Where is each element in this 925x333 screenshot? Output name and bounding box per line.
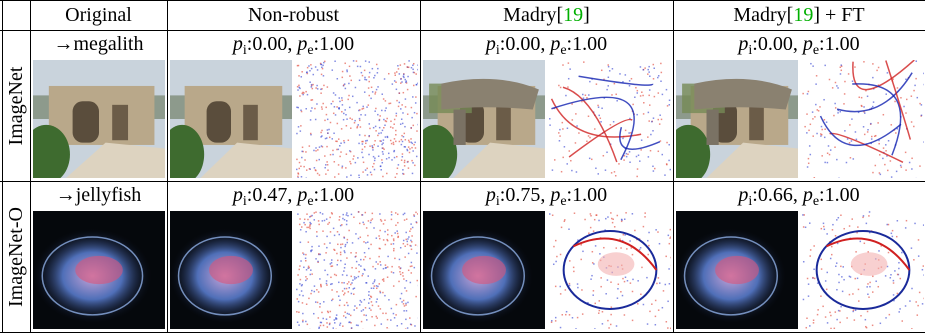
rule [673, 0, 674, 333]
image [423, 211, 545, 329]
row-label: ImageNet-O [5, 206, 27, 307]
image [549, 211, 671, 329]
image-content [296, 211, 418, 329]
column-header: Madry[19] [420, 2, 673, 28]
rule [2, 0, 3, 333]
header-text: Original [65, 4, 132, 26]
subscript: e [812, 194, 820, 209]
image [802, 60, 924, 178]
rule [0, 0, 925, 1]
image-content [33, 211, 165, 329]
value: :1.00 [819, 184, 860, 206]
image [170, 60, 292, 178]
subscript: i [748, 194, 753, 209]
value: :1.00 [313, 33, 355, 55]
score-label: pi:0.47, pe:1.00 [167, 182, 420, 215]
image-content [33, 60, 165, 178]
image [170, 211, 292, 329]
score-label: pi:0.00, pe:1.00 [673, 31, 925, 64]
score-label: pi:0.75, pe:1.00 [420, 182, 673, 215]
subscript: e [307, 43, 314, 58]
image-content [802, 60, 924, 178]
symbol: p [232, 33, 243, 55]
symbol: p [802, 33, 813, 55]
value: :1.00 [819, 33, 860, 55]
image-content [296, 60, 418, 178]
target-label: →megalith [53, 33, 144, 55]
value: :1.00 [313, 184, 355, 206]
image [423, 60, 545, 178]
subscript: i [242, 194, 247, 209]
value: :0.00, [246, 33, 298, 55]
image-content [549, 60, 671, 178]
image [296, 60, 418, 178]
image [33, 60, 165, 178]
subscript: e [307, 194, 314, 209]
symbol: p [485, 33, 496, 55]
header-text: Non-robust [247, 4, 340, 26]
image [676, 211, 798, 329]
subscript: i [495, 43, 500, 58]
image-content [423, 211, 545, 329]
value: :0.66, [752, 184, 803, 206]
value: :0.75, [499, 184, 551, 206]
symbol: p [802, 184, 813, 206]
rule [30, 0, 31, 333]
value: :1.00 [566, 33, 608, 55]
target-label: →jellyfish [55, 184, 142, 206]
symbol: p [738, 33, 749, 55]
image [33, 211, 165, 329]
image [296, 211, 418, 329]
header-text: ] + FT [813, 4, 865, 26]
symbol: p [550, 33, 561, 55]
subscript: e [812, 43, 820, 58]
image-content [676, 60, 798, 178]
value: :1.00 [566, 184, 608, 206]
image [802, 211, 924, 329]
score-label: pi:0.00, pe:1.00 [420, 31, 673, 64]
subscript: e [560, 43, 567, 58]
citation: 19 [793, 4, 814, 26]
rule [0, 181, 925, 182]
citation: 19 [563, 4, 584, 26]
image-content [170, 211, 292, 329]
score-label: pi:0.66, pe:1.00 [673, 182, 925, 215]
subscript: i [748, 43, 753, 58]
column-header: Original [30, 2, 167, 28]
header-text: Madry[ [733, 4, 794, 26]
image-content [802, 211, 924, 329]
value: :0.00, [752, 33, 803, 55]
value: :0.47, [246, 184, 298, 206]
subscript: i [242, 43, 247, 58]
rule [167, 0, 168, 333]
symbol: p [738, 184, 749, 206]
rule [420, 0, 421, 333]
value: :0.00, [499, 33, 551, 55]
image [676, 60, 798, 178]
image-content [170, 60, 292, 178]
header-text: ] [583, 4, 590, 26]
symbol: p [297, 33, 308, 55]
column-header: Madry[19] + FT [673, 2, 925, 28]
score-label: pi:0.00, pe:1.00 [167, 31, 420, 64]
symbol: p [550, 184, 561, 206]
row-label: ImageNet [5, 66, 27, 145]
rule [0, 30, 925, 31]
image [549, 60, 671, 178]
image-content [423, 60, 545, 178]
header-text: Madry[ [503, 4, 564, 26]
image-content [549, 211, 671, 329]
subscript: i [495, 194, 500, 209]
symbol: p [232, 184, 243, 206]
symbol: p [297, 184, 308, 206]
image-content [676, 211, 798, 329]
symbol: p [485, 184, 496, 206]
subscript: e [560, 194, 567, 209]
column-header: Non-robust [167, 2, 420, 28]
